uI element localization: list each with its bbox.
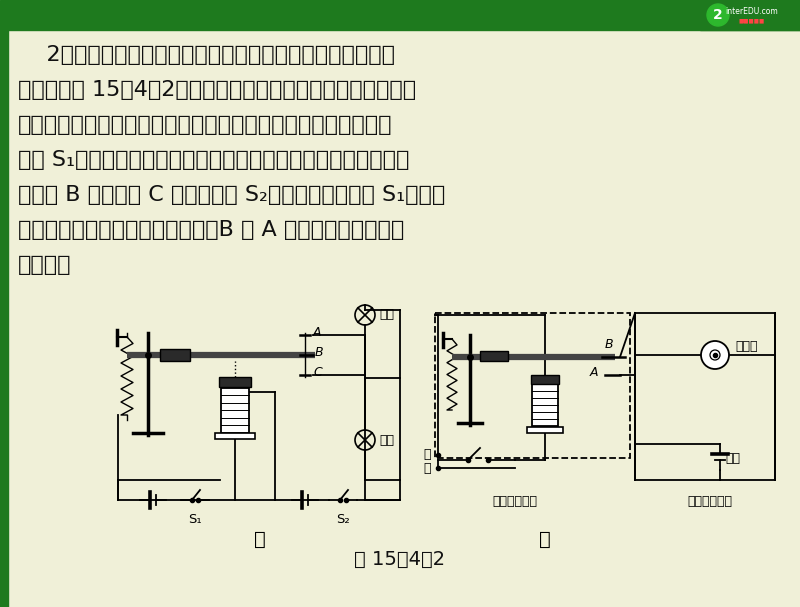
Text: B: B: [605, 339, 614, 351]
Text: 电: 电: [423, 449, 430, 461]
Text: 铁无磁性，复位弹簧把衔铁拉起，B 与 A 接触，工作电路中的: 铁无磁性，复位弹簧把衔铁拉起，B 与 A 接触，工作电路中的: [18, 220, 404, 240]
Text: 图 15－4－2: 图 15－4－2: [354, 550, 446, 569]
Bar: [160, 349, 190, 361]
Text: A: A: [590, 367, 598, 379]
Text: 图中左侧的电路为控制电路，右侧的电路为工作电路．甲图中，: 图中左侧的电路为控制电路，右侧的电路为工作电路．甲图中，: [18, 115, 393, 135]
Text: 动触点 B 与静触点 C 接触，闭合 S₂，则红灯亮；断开 S₁，电磁: 动触点 B 与静触点 C 接触，闭合 S₂，则红灯亮；断开 S₁，电磁: [18, 185, 446, 205]
Text: 源: 源: [423, 461, 430, 475]
Text: interEDU.com: interEDU.com: [726, 7, 778, 16]
Text: 电源: 电源: [725, 452, 740, 466]
Circle shape: [701, 341, 729, 369]
Bar: [532, 384, 558, 426]
Bar: [221, 387, 249, 433]
Text: 电动机: 电动机: [735, 341, 758, 353]
Text: 乙: 乙: [539, 530, 551, 549]
Bar: [215, 433, 255, 439]
Text: C: C: [313, 367, 322, 379]
Text: 2: 2: [713, 8, 723, 22]
Text: 绿灯亮．: 绿灯亮．: [18, 255, 71, 275]
Text: A: A: [313, 327, 322, 339]
Bar: [527, 427, 563, 433]
Bar: [531, 375, 559, 384]
Text: 高压工作电路: 高压工作电路: [687, 495, 733, 508]
Text: 闭合 S₁，电磁铁线圈中有电流，电磁铁有磁性，把衔铁吸下来，: 闭合 S₁，电磁铁线圈中有电流，电磁铁有磁性，把衔铁吸下来，: [18, 150, 410, 170]
Text: ■■■■■: ■■■■■: [739, 18, 765, 24]
Text: S₁: S₁: [188, 513, 202, 526]
Text: S₂: S₂: [336, 513, 350, 526]
Bar: [0, 30, 8, 607]
Bar: [700, 0, 800, 30]
Text: 绿灯: 绿灯: [379, 308, 394, 322]
Text: 低压控制电路: 低压控制电路: [493, 495, 538, 508]
Text: 红灯: 红灯: [379, 433, 394, 447]
Text: 2．工作原理：电磁继电器控制系统由控制电路和工作电路: 2．工作原理：电磁继电器控制系统由控制电路和工作电路: [18, 45, 395, 65]
Text: B: B: [315, 347, 324, 359]
Bar: [0, 0, 800, 30]
Text: 组成．如图 15－4－2，图甲为双向控制，图乙为单向控制，两: 组成．如图 15－4－2，图甲为双向控制，图乙为单向控制，两: [18, 80, 416, 100]
Bar: [480, 351, 508, 361]
Bar: [219, 377, 251, 387]
Text: 甲: 甲: [254, 530, 266, 549]
Circle shape: [707, 4, 729, 26]
